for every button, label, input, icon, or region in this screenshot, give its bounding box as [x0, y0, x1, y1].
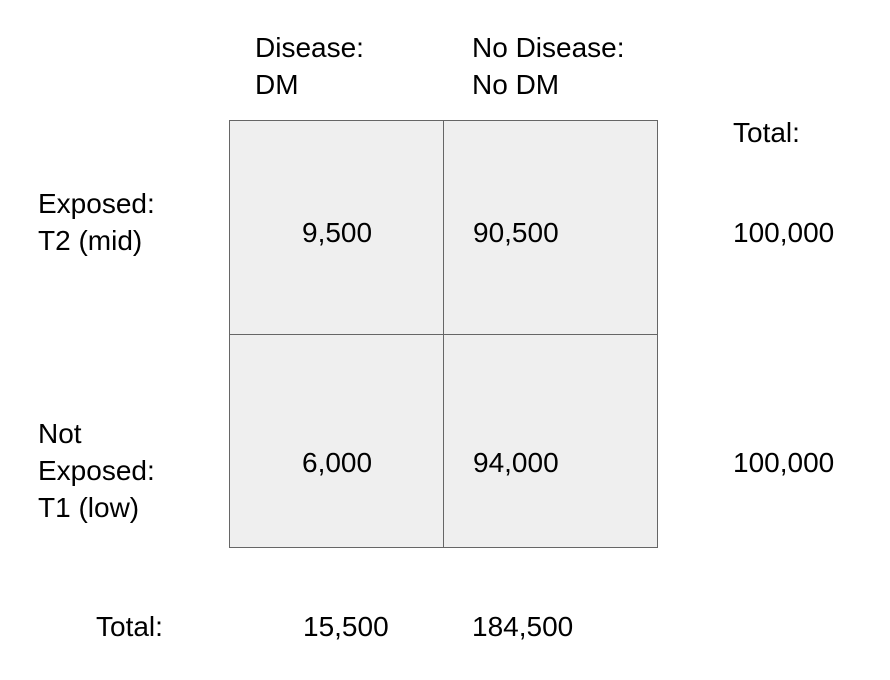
column-total-disease: 15,500	[303, 611, 389, 642]
row-total-exposed: 100,000	[733, 217, 835, 248]
column-header-disease: Disease: DM	[255, 29, 364, 103]
row-total-not-exposed: 100,000	[733, 447, 835, 478]
column-header-disease-line-2: DM	[255, 69, 299, 100]
row-header-not-exposed: Not Exposed: T1 (low)	[38, 415, 155, 526]
row-header-not-exposed-line-1: Not	[38, 418, 82, 449]
row-header-exposed-line-2: T2 (mid)	[38, 225, 143, 256]
cell-not-exposed-disease-value: 6,000	[302, 447, 373, 478]
cell-not-exposed-no-disease-value: 94,000	[473, 447, 559, 478]
column-header-no-disease: No Disease: No DM	[472, 29, 625, 103]
cell-not-exposed-disease: 6,000	[229, 334, 444, 548]
column-header-no-disease-line-2: No DM	[472, 69, 560, 100]
row-header-not-exposed-line-2: Exposed:	[38, 455, 155, 486]
column-total-no-disease: 184,500	[472, 611, 574, 642]
cell-exposed-no-disease-value: 90,500	[473, 217, 559, 248]
column-totals-label: Total:	[96, 611, 163, 642]
row-header-exposed-line-1: Exposed:	[38, 188, 155, 219]
row-total-header: Total:	[733, 117, 800, 148]
cell-exposed-disease: 9,500	[229, 120, 444, 335]
column-header-no-disease-line-1: No Disease:	[472, 32, 625, 63]
row-header-not-exposed-line-3: T1 (low)	[38, 492, 140, 523]
row-header-exposed: Exposed: T2 (mid)	[38, 185, 155, 259]
cell-exposed-disease-value: 9,500	[302, 217, 373, 248]
cell-not-exposed-no-disease: 94,000	[443, 334, 658, 548]
column-header-disease-line-1: Disease:	[255, 32, 364, 63]
cell-exposed-no-disease: 90,500	[443, 120, 658, 335]
